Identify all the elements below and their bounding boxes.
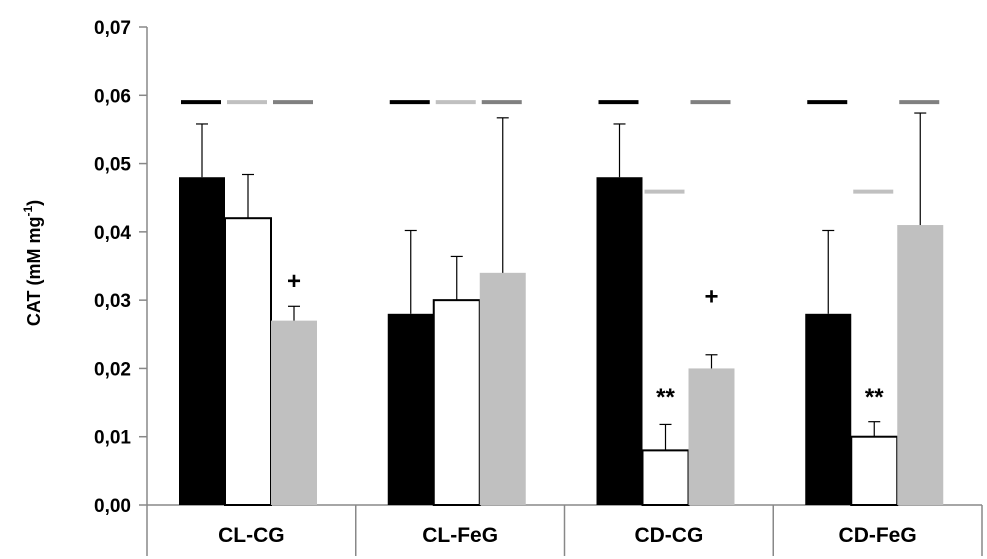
y-axis-label: CAT (mM mg-1) bbox=[21, 200, 44, 326]
y-tick-label: 0,07 bbox=[94, 18, 131, 39]
category-label: CL-CG bbox=[218, 524, 285, 547]
category-label: CL-FeG bbox=[422, 524, 498, 547]
y-axis-label-close: ) bbox=[24, 200, 44, 206]
bar bbox=[850, 435, 899, 507]
y-tick-label: 0,02 bbox=[94, 359, 131, 380]
significance-marker: ** bbox=[865, 384, 884, 411]
bar bbox=[271, 320, 317, 505]
bar bbox=[897, 225, 944, 505]
y-tick-label: 0,05 bbox=[94, 155, 131, 176]
bar bbox=[479, 272, 526, 505]
x-axis: CL-CG CL-FeG CD-CG CD-FeG bbox=[147, 504, 983, 556]
bar bbox=[387, 313, 434, 505]
category-label: CD-CG bbox=[634, 524, 703, 547]
y-tick-label: 0,01 bbox=[94, 428, 131, 449]
bar bbox=[432, 299, 481, 506]
bar bbox=[179, 177, 225, 505]
annotations: + + ** ** bbox=[287, 268, 884, 411]
significance-marker: + bbox=[287, 268, 301, 295]
y-axis-label-superscript: -1 bbox=[21, 206, 35, 217]
bar bbox=[688, 368, 735, 505]
category-label: CD-FeG bbox=[839, 524, 917, 547]
significance-marker: + bbox=[704, 284, 718, 311]
bar bbox=[224, 217, 272, 506]
bar bbox=[805, 313, 852, 505]
significance-marker: ** bbox=[656, 384, 675, 411]
y-tick-label: 0,03 bbox=[94, 291, 131, 312]
bars bbox=[179, 177, 944, 507]
bar bbox=[641, 449, 690, 506]
error-bars bbox=[196, 112, 927, 451]
y-tick-label: 0,06 bbox=[94, 86, 131, 107]
y-axis-label-text: CAT (mM mg bbox=[24, 217, 44, 327]
y-tick-label: 0,00 bbox=[94, 496, 131, 517]
reference-lines bbox=[181, 100, 940, 194]
bar bbox=[596, 177, 643, 505]
y-axis: 0,00 0,01 0,02 0,03 0,04 0,05 0,06 0,07 bbox=[94, 18, 148, 556]
y-tick-label: 0,04 bbox=[94, 223, 131, 244]
